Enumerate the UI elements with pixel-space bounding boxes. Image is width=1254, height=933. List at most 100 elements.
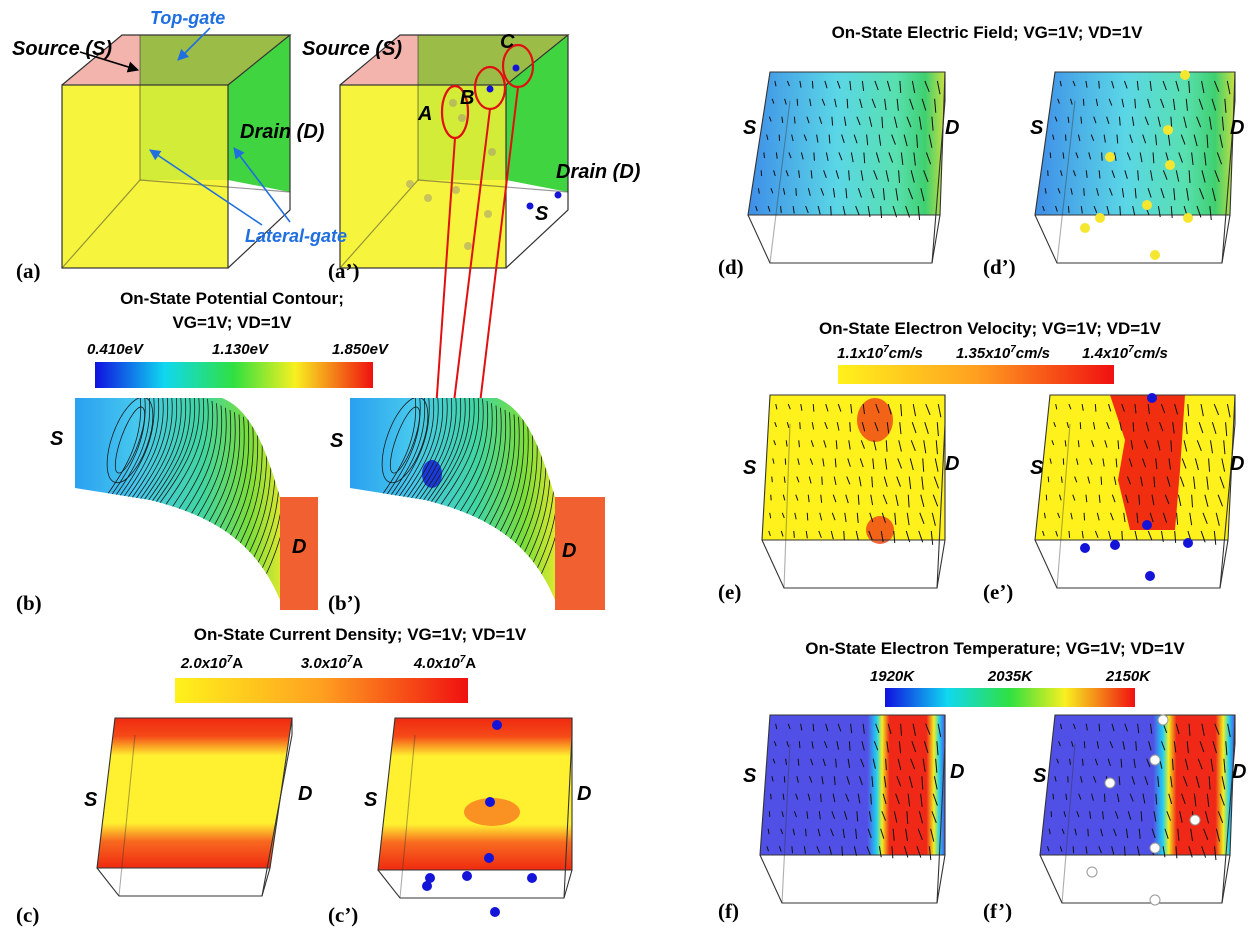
trap-dot xyxy=(1150,843,1160,853)
trap-dot xyxy=(1190,815,1200,825)
field-arrow xyxy=(792,846,793,853)
field-arrow xyxy=(844,531,845,541)
field-arrow xyxy=(1104,794,1105,802)
field-arrow xyxy=(847,99,848,109)
field-arrow xyxy=(764,152,765,158)
field-arrow xyxy=(1120,206,1121,216)
box-edge xyxy=(1035,540,1228,588)
field-arrow xyxy=(1133,422,1134,432)
trap-dot xyxy=(1158,715,1168,725)
panel-label: (b) xyxy=(16,591,42,615)
mantissa: 1.4x10 xyxy=(1082,345,1129,362)
panel-label: (a) xyxy=(16,259,41,283)
field-arrow xyxy=(797,99,798,106)
region-label: S xyxy=(1030,457,1044,479)
panel-label: (f) xyxy=(718,899,739,923)
box-edge xyxy=(1040,855,1230,903)
unit: cm/s xyxy=(1016,345,1050,362)
figure: Source (S) Top-gate Drain (D) Lateral-ga… xyxy=(0,0,1254,933)
colorbar-label: 1920K xyxy=(870,668,915,685)
colorbar-label: 3.0x107A xyxy=(301,654,363,672)
region-label: S xyxy=(50,428,64,450)
region-label: D xyxy=(577,783,591,805)
trap-label: B xyxy=(460,87,474,109)
trap-label: A xyxy=(417,103,432,125)
panel-title: On-State Electron Temperature; VG=1V; VD… xyxy=(805,639,1185,658)
panel-label: (a’) xyxy=(328,259,359,283)
field-arrow xyxy=(842,846,843,856)
region-label: D xyxy=(292,536,306,558)
colorbar-label: 2150K xyxy=(1105,668,1151,685)
trap-dot xyxy=(1147,393,1157,403)
field-arrow xyxy=(771,794,772,800)
field-arrow xyxy=(1048,477,1049,483)
trap-dot xyxy=(527,873,537,883)
field-arrow xyxy=(813,404,814,412)
colorbar xyxy=(95,362,373,388)
unit: cm/s xyxy=(1134,345,1168,362)
panel-label: (c’) xyxy=(328,903,358,927)
region-label: D xyxy=(562,540,576,562)
box-edge xyxy=(760,855,945,903)
trap-dot xyxy=(485,797,495,807)
trap-dot xyxy=(462,871,472,881)
region-label: D xyxy=(1230,117,1244,139)
panel-label: (e’) xyxy=(983,580,1013,604)
panel-label: (d’) xyxy=(983,255,1016,279)
field-arrow xyxy=(1095,404,1096,412)
mantissa: 1.1x10 xyxy=(837,345,884,362)
trap-dot xyxy=(1095,213,1105,223)
panel-title: On-State Electron Velocity; VG=1V; VD=1V xyxy=(819,319,1162,338)
field-arrow xyxy=(1073,846,1074,853)
region-label: S xyxy=(330,430,344,452)
field-plane xyxy=(378,718,572,870)
box-edge xyxy=(97,868,270,896)
panel-title: On-State Electric Field; VG=1V; VD=1V xyxy=(832,23,1143,42)
colorbar xyxy=(838,365,1114,384)
box-edge xyxy=(748,215,940,263)
trap-dot xyxy=(1142,520,1152,530)
trap-dot xyxy=(422,881,432,891)
trap-dot xyxy=(1183,213,1193,223)
field-arrow xyxy=(1068,206,1069,213)
colorbar xyxy=(885,688,1135,707)
field-arrow xyxy=(850,422,851,432)
simulation-box xyxy=(1035,72,1235,263)
box-edge xyxy=(378,870,572,898)
simulation-box xyxy=(1035,395,1235,588)
simulation-box xyxy=(378,718,572,898)
panel-title: VG=1V; VD=1V xyxy=(172,313,292,332)
mantissa: 2.0x10 xyxy=(180,655,228,672)
region-label: Source (S) xyxy=(302,38,402,60)
trap-dot xyxy=(1180,70,1190,80)
trap-dot xyxy=(1150,755,1160,765)
field-plane xyxy=(97,718,292,868)
field-arrow xyxy=(796,188,797,196)
region-label: S xyxy=(84,789,98,811)
region-label: D xyxy=(950,761,964,783)
simulation-box xyxy=(97,718,292,896)
trap-dot xyxy=(1080,223,1090,233)
colorbar-label: 0.410eV xyxy=(87,341,145,358)
trap-dot xyxy=(490,907,500,917)
field-arrow xyxy=(1101,477,1102,485)
region-label: Source (S) xyxy=(12,38,112,60)
panel-label: (e) xyxy=(718,580,741,604)
region-label: S xyxy=(743,765,757,787)
field-arrow xyxy=(1136,741,1137,751)
trap-dot xyxy=(1145,571,1155,581)
field-arrow xyxy=(1053,794,1054,800)
simulation-box xyxy=(748,72,945,263)
field-arrow xyxy=(794,531,795,538)
region-label: Drain (D) xyxy=(240,121,325,143)
panel-label: (f’) xyxy=(983,899,1012,923)
panel-label: (c) xyxy=(16,903,39,927)
region-label: S xyxy=(1030,117,1044,139)
field-arrow xyxy=(1099,724,1100,732)
trap-dot xyxy=(1165,160,1175,170)
field-arrow xyxy=(807,513,808,521)
region-label: D xyxy=(945,117,959,139)
unit: A xyxy=(232,655,243,672)
region-label: D xyxy=(1230,453,1244,475)
trap-dot xyxy=(1110,540,1120,550)
